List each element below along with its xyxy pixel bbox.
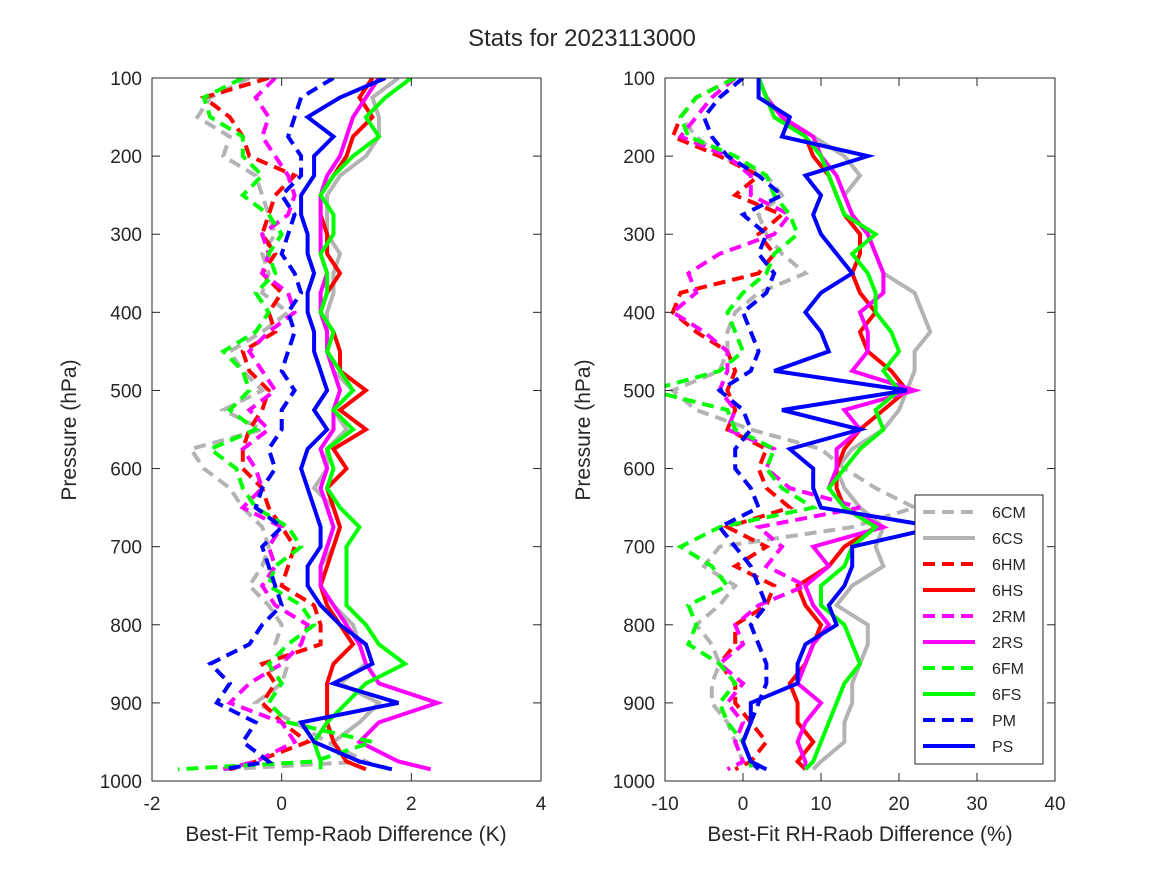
temp-plot-frame (151, 77, 542, 782)
rh-series-ps (740, 78, 939, 772)
temp-x-ticks: -2 0 2 4 (144, 78, 547, 815)
temp-y-tick-label: 400 (110, 303, 142, 324)
rh-series-group (665, 78, 939, 772)
rh-y-tick-label: 900 (623, 694, 655, 715)
rh-y-ticks: 100 200 300 400 500 600 700 800 900 1000 (613, 69, 1055, 793)
temp-y-tick-label: 800 (110, 616, 142, 637)
rh-y-tick-label: 700 (623, 538, 655, 559)
legend-label-6hs: 6HS (992, 583, 1023, 600)
legend-label-6fs: 6FS (992, 687, 1021, 704)
rh-x-tick-label: 40 (1044, 794, 1065, 815)
temp-x-tick-label: -2 (144, 794, 161, 815)
legend: 6CM 6CS 6HM 6HS 2RM 2RS 6FM 6FS PM PS (914, 494, 1044, 765)
rh-series-6fm (665, 78, 819, 770)
chart-title: Stats for 2023113000 (468, 25, 696, 52)
rh-series-pm (701, 78, 786, 771)
legend-label-6cm: 6CM (992, 505, 1026, 522)
temp-y-tick-label: 300 (110, 225, 142, 246)
rh-x-tick-label: 30 (966, 794, 987, 815)
temp-y-tick-label: 600 (110, 460, 142, 481)
legend-label-2rs: 2RS (992, 635, 1023, 652)
legend-label-6fm: 6FM (992, 661, 1024, 678)
rh-series-6cm (668, 78, 920, 771)
legend-label-6cs: 6CS (992, 531, 1023, 548)
rh-series-6fs (756, 78, 902, 771)
rh-x-tick-label: 0 (738, 794, 749, 815)
rh-series-6hm (670, 78, 794, 772)
rh-y-tick-label: 400 (623, 303, 655, 324)
legend-label-6hm: 6HM (992, 557, 1026, 574)
rh-x-tick-label: 10 (810, 794, 831, 815)
rh-y-tick-label: 500 (623, 381, 655, 402)
temp-panel: -2 0 2 4 100 200 300 400 500 600 700 800 900 1000 Be… (58, 69, 547, 846)
temp-series-6hm (199, 78, 323, 772)
temp-series-6fs (311, 78, 413, 770)
rh-x-ticks: -10 0 10 20 30 40 (651, 78, 1066, 815)
rh-y-tick-label: 600 (623, 460, 655, 481)
rh-x-tick-label: 20 (888, 794, 909, 815)
temp-y-tick-label: 200 (110, 147, 142, 168)
rh-y-tick-label: 300 (623, 225, 655, 246)
rh-x-tick-label: -10 (651, 794, 678, 815)
temp-x-axis-label: Best-Fit Temp-Raob Difference (K) (185, 823, 506, 846)
rh-panel: -10 0 10 20 30 40 100 200 300 400 500 600 700 800 900… (572, 69, 1066, 846)
temp-y-tick-label: 100 (110, 69, 142, 90)
temp-y-tick-label: 1000 (100, 772, 142, 793)
rh-y-axis-label: Pressure (hPa) (572, 359, 595, 500)
legend-label-ps: PS (992, 739, 1013, 756)
rh-x-axis-label: Best-Fit RH-Raob Difference (%) (707, 823, 1012, 846)
temp-series-group (177, 78, 444, 772)
rh-y-tick-label: 1000 (613, 772, 655, 793)
temp-series-2rm (222, 78, 311, 772)
temp-series-pm (206, 78, 335, 772)
rh-plot-frame (664, 77, 1056, 782)
temp-y-tick-label: 900 (110, 694, 142, 715)
temp-y-tick-label: 700 (110, 538, 142, 559)
rh-y-tick-label: 100 (623, 69, 655, 90)
rh-y-tick-label: 200 (623, 147, 655, 168)
legend-label-pm: PM (992, 713, 1016, 730)
temp-x-tick-label: 4 (536, 794, 547, 815)
temp-x-tick-label: 2 (406, 794, 417, 815)
legend-label-2rm: 2RM (992, 609, 1026, 626)
rh-y-tick-label: 800 (623, 616, 655, 637)
legend-box (914, 494, 1044, 765)
temp-y-ticks: 100 200 300 400 500 600 700 800 900 1000 (100, 69, 541, 793)
temp-series-6fm (177, 78, 380, 772)
temp-series-ps (297, 78, 399, 772)
temp-y-axis-label: Pressure (hPa) (58, 359, 81, 500)
rh-series-2rm (669, 78, 861, 772)
temp-x-tick-label: 0 (276, 794, 287, 815)
temp-y-tick-label: 500 (110, 381, 142, 402)
